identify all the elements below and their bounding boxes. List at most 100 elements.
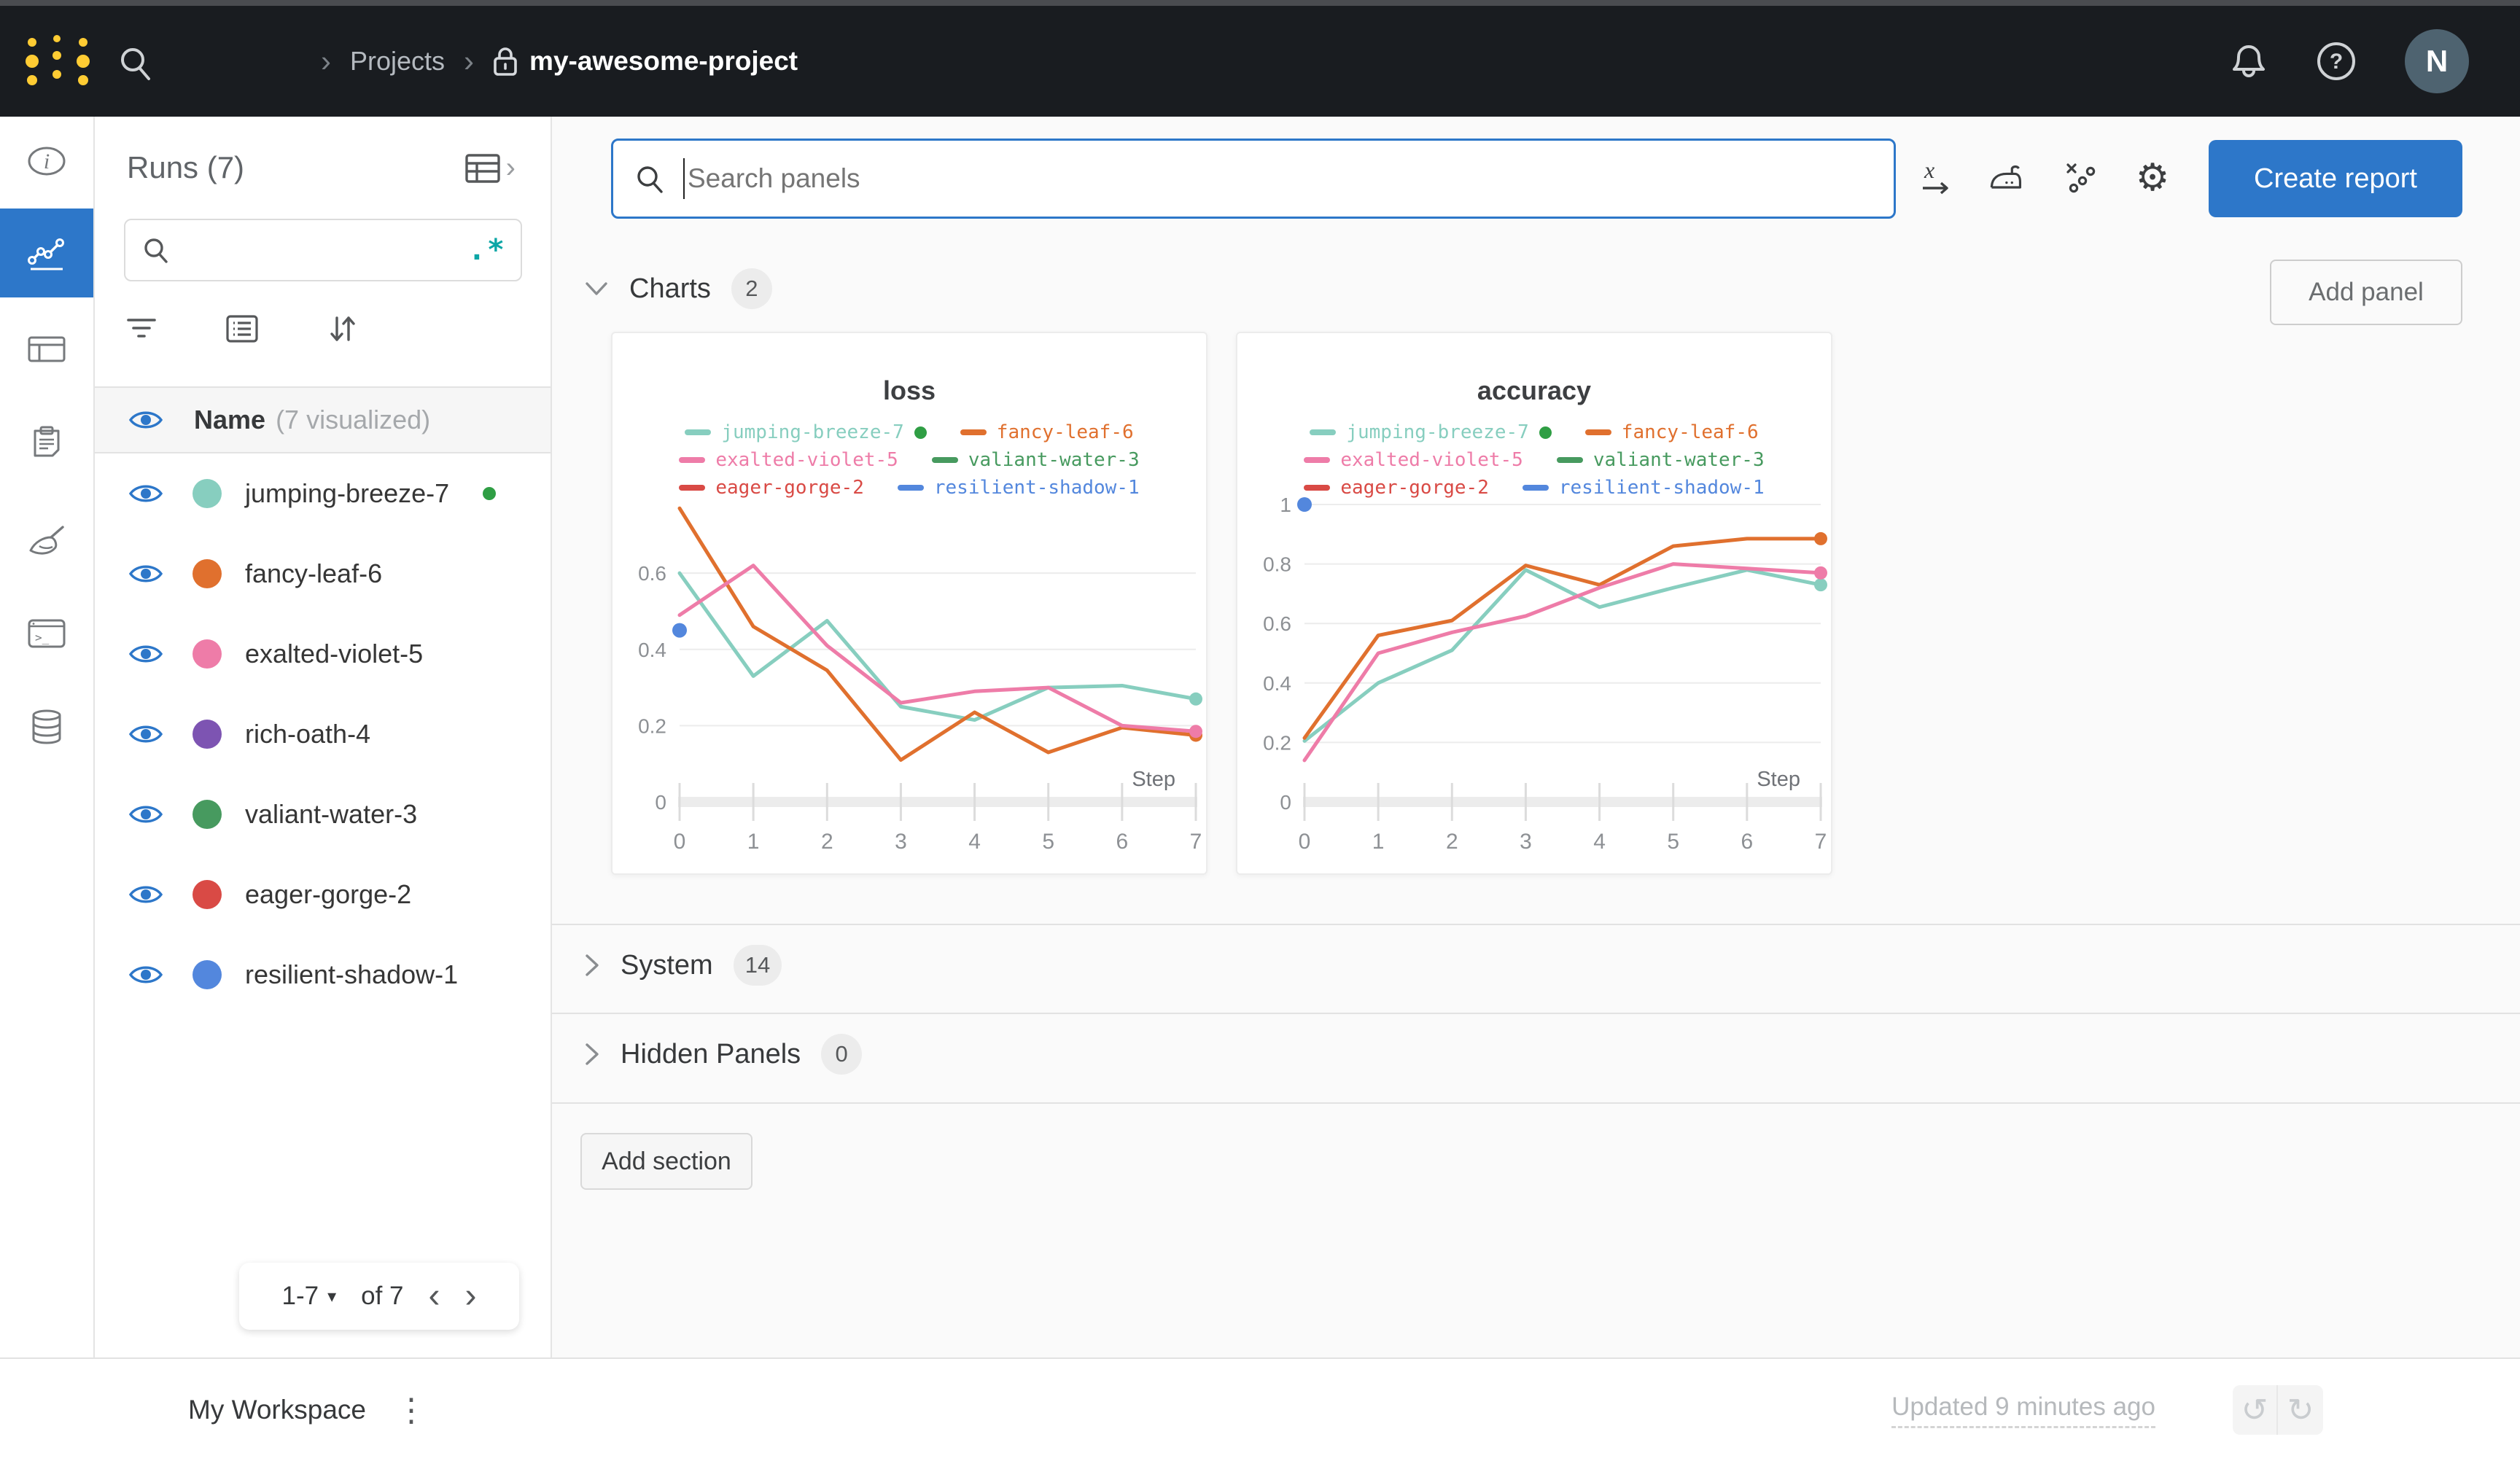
run-row[interactable]: resilient-shadow-1 <box>95 935 551 1015</box>
section-hidden-panels-header[interactable]: Hidden Panels 0 <box>584 1034 863 1075</box>
section-count-badge: 2 <box>731 268 772 309</box>
nav-table-icon[interactable] <box>0 305 93 394</box>
legend-item[interactable]: eager-gorge-2 <box>1304 477 1489 499</box>
section-system-header[interactable]: System 14 <box>584 945 782 986</box>
eye-icon[interactable] <box>128 962 163 987</box>
outlier-scatter-icon[interactable] <box>2061 159 2099 197</box>
topbar-actions: ? N <box>2230 6 2469 117</box>
svg-text:4: 4 <box>968 830 981 854</box>
run-row[interactable]: exalted-violet-5 <box>95 614 551 694</box>
panel-search-box[interactable] <box>611 139 1896 219</box>
panel-search-input[interactable] <box>688 163 1875 194</box>
nav-terminal-icon[interactable]: >_ <box>0 589 93 678</box>
run-row[interactable]: fancy-leaf-6 <box>95 534 551 614</box>
svg-text:Step: Step <box>1132 768 1175 791</box>
panel-card-loss[interactable]: loss jumping-breeze-7 fancy-leaf-6 exalted… <box>611 332 1208 875</box>
expand-runs-table-button[interactable]: › <box>464 152 516 184</box>
section-charts-header[interactable]: Charts 2 <box>584 268 772 309</box>
run-name[interactable]: valiant-water-3 <box>245 799 418 829</box>
legend-item[interactable]: valiant-water-3 <box>931 449 1140 471</box>
group-list-icon[interactable] <box>225 313 260 344</box>
legend-item[interactable]: valiant-water-3 <box>1556 449 1765 471</box>
run-row[interactable]: jumping-breeze-7 <box>95 453 551 534</box>
run-color-dot <box>192 479 222 508</box>
eye-icon[interactable] <box>128 722 163 747</box>
redo-icon[interactable]: ↻ <box>2287 1392 2314 1428</box>
eye-icon[interactable] <box>128 642 163 666</box>
run-name[interactable]: jumping-breeze-7 <box>245 478 450 508</box>
run-name[interactable]: resilient-shadow-1 <box>245 959 459 989</box>
section-label: Charts <box>629 273 711 304</box>
x-axis-settings-icon[interactable]: x <box>1917 159 1955 197</box>
add-panel-button[interactable]: Add panel <box>2270 260 2462 325</box>
run-name[interactable]: fancy-leaf-6 <box>245 558 383 588</box>
eye-icon[interactable] <box>128 408 163 432</box>
runs-name-header[interactable]: Name (7 visualized) <box>95 386 551 453</box>
nav-overview-info-icon[interactable]: i <box>0 117 93 206</box>
breadcrumb-project[interactable]: my-awesome-project <box>493 46 798 77</box>
avatar[interactable]: N <box>2405 29 2469 93</box>
legend-item[interactable]: fancy-leaf-6 <box>960 421 1134 443</box>
legend-run-name: resilient-shadow-1 <box>1558 477 1765 499</box>
kebab-menu-icon[interactable]: ⋮ <box>395 1392 427 1428</box>
lock-icon <box>493 46 518 77</box>
undo-icon[interactable]: ↺ <box>2233 1385 2278 1435</box>
runs-search-input[interactable] <box>182 235 468 265</box>
svg-text:0.4: 0.4 <box>1263 672 1291 695</box>
add-section-button[interactable]: Add section <box>580 1133 752 1190</box>
footer-bar: My Workspace ⋮ Updated 9 minutes ago ↺ ↻ <box>0 1357 2520 1461</box>
run-row[interactable]: valiant-water-3 <box>95 774 551 854</box>
prev-page-icon[interactable]: ‹ <box>428 1277 440 1315</box>
notifications-bell-icon[interactable] <box>2230 41 2268 82</box>
eye-icon[interactable] <box>128 561 163 586</box>
legend-item[interactable]: fancy-leaf-6 <box>1584 421 1759 443</box>
nav-charts-line-chart-icon[interactable] <box>0 209 93 297</box>
run-color-dot <box>192 800 222 829</box>
page-range-dropdown[interactable]: 1-7 <box>281 1282 319 1310</box>
eye-icon[interactable] <box>128 802 163 827</box>
run-row[interactable]: eager-gorge-2 <box>95 854 551 935</box>
legend-item[interactable]: jumping-breeze-7 <box>685 421 927 443</box>
panel-card-accuracy[interactable]: accuracy jumping-breeze-7 fancy-leaf-6 exa… <box>1236 332 1832 875</box>
svg-text:4: 4 <box>1593 830 1606 854</box>
runs-search-box[interactable]: .* <box>124 219 522 281</box>
svg-text:0.2: 0.2 <box>1263 731 1291 754</box>
eye-icon[interactable] <box>128 481 163 506</box>
breadcrumb: › Projects › my-awesome-project <box>321 6 798 117</box>
run-name[interactable]: rich-oath-4 <box>245 719 371 749</box>
help-icon[interactable]: ? <box>2316 41 2357 82</box>
gear-icon[interactable]: ⚙ <box>2135 157 2170 199</box>
svg-text:5: 5 <box>1667 830 1679 854</box>
eye-icon[interactable] <box>128 882 163 907</box>
nav-sweeps-broom-icon[interactable] <box>0 497 93 586</box>
workspace-switcher[interactable]: My Workspace ⋮ <box>188 1359 427 1461</box>
run-name[interactable]: eager-gorge-2 <box>245 879 412 909</box>
sort-icon[interactable] <box>325 312 359 346</box>
create-report-button[interactable]: Create report <box>2209 140 2462 217</box>
filter-icon[interactable] <box>124 314 159 343</box>
next-page-icon[interactable]: › <box>464 1277 477 1315</box>
legend-item[interactable]: eager-gorge-2 <box>679 477 864 499</box>
legend-item[interactable]: resilient-shadow-1 <box>897 477 1140 499</box>
legend-run-name: fancy-leaf-6 <box>996 421 1134 443</box>
svg-text:1: 1 <box>747 830 760 854</box>
global-search-icon[interactable] <box>115 42 156 83</box>
legend-dash-icon <box>1310 429 1337 435</box>
nav-logs-clipboard-icon[interactable] <box>0 398 93 487</box>
runs-toolbar <box>124 312 359 346</box>
legend-item[interactable]: exalted-violet-5 <box>679 449 898 471</box>
legend-item[interactable]: jumping-breeze-7 <box>1310 421 1552 443</box>
legend-item[interactable]: resilient-shadow-1 <box>1522 477 1765 499</box>
breadcrumb-projects-link[interactable]: Projects <box>350 46 446 76</box>
legend-dash-icon <box>679 457 706 463</box>
wandb-logo-icon[interactable] <box>22 31 95 92</box>
legend-run-name: eager-gorge-2 <box>715 477 864 499</box>
regex-toggle-icon[interactable]: .* <box>467 233 506 267</box>
run-name[interactable]: exalted-violet-5 <box>245 639 424 669</box>
updated-timestamp: Updated 9 minutes ago <box>1891 1359 2155 1461</box>
nav-artifacts-database-icon[interactable] <box>0 682 93 771</box>
run-row[interactable]: rich-oath-4 <box>95 694 551 774</box>
legend-item[interactable]: exalted-violet-5 <box>1304 449 1523 471</box>
svg-text:0.2: 0.2 <box>638 714 666 737</box>
smoothing-iron-icon[interactable] <box>1986 159 2024 197</box>
